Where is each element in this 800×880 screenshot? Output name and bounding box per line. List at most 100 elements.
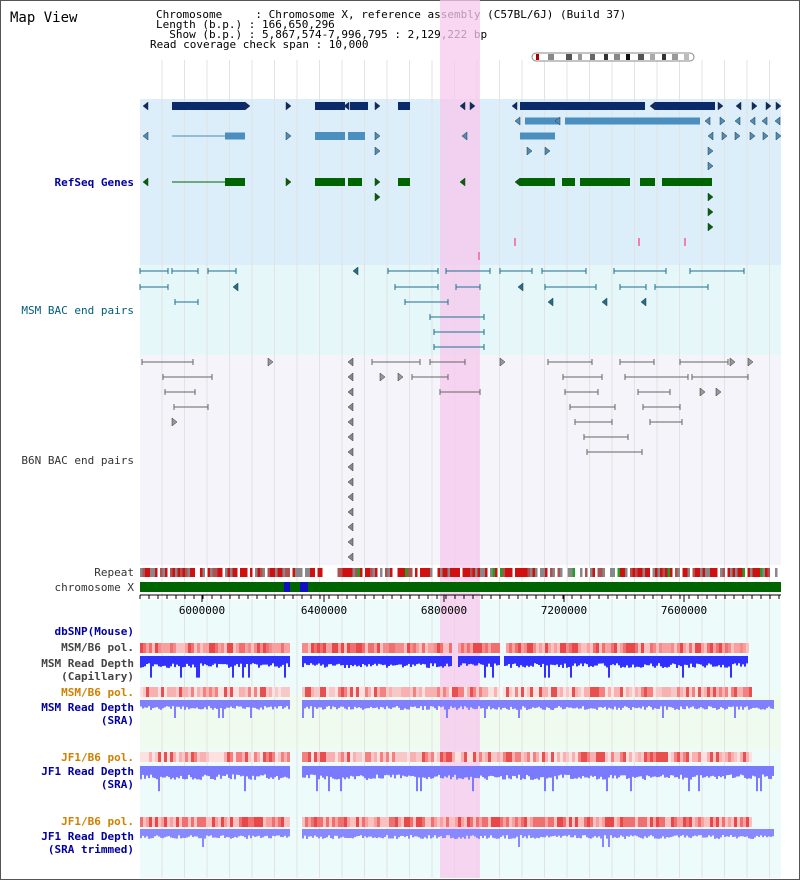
b6n-bac-end-pairs-label[interactable]: B6N BAC end pairs: [21, 454, 134, 467]
read-depth-bar: [350, 656, 352, 666]
read-depth-bar: [766, 829, 768, 838]
msm-bac-end-pairs-label[interactable]: MSM BAC end pairs: [21, 304, 134, 317]
polymorphism-cell: [590, 752, 593, 762]
read-depth-bar: [378, 766, 380, 779]
repeat-block: [200, 568, 203, 577]
read-depth-bar: [580, 700, 582, 709]
polymorphism-cell: [257, 817, 260, 827]
read-depth-bar: [588, 656, 590, 667]
gene-block: [225, 132, 245, 140]
read-depth-bar: [606, 700, 608, 710]
read-depth-bar: [492, 829, 494, 838]
polymorphism-cell: [644, 687, 647, 697]
polymorphism-cell: [704, 817, 707, 827]
gene-arrow: [374, 146, 381, 156]
view-title: Map View: [10, 10, 78, 26]
gene-arrow: [499, 357, 506, 367]
polymorphism-cell: [461, 687, 464, 697]
read-depth-bar: [380, 829, 382, 838]
gene-arrow: [734, 131, 741, 141]
read-depth-bar: [398, 656, 400, 665]
read-depth-bar: [576, 700, 578, 708]
polymorphism-cell: [233, 752, 236, 762]
polymorphism-cell: [191, 752, 194, 762]
polymorphism-cell: [521, 817, 524, 827]
read-depth-bar: [228, 766, 230, 778]
polymorphism-cell: [344, 817, 347, 827]
polymorphism-cell: [566, 752, 569, 762]
polymorphism-cell: [527, 817, 530, 827]
read-depth-bar: [446, 656, 448, 664]
read-depth-bar: [252, 829, 254, 836]
polymorphism-cell: [230, 817, 233, 827]
read-depth-bar: [402, 700, 404, 710]
read-depth-bar: [612, 829, 614, 838]
polymorphism-cell: [416, 752, 419, 762]
read-depth-bar: [164, 829, 166, 838]
polymorphism-cell: [149, 687, 152, 697]
repeat-block: [607, 568, 610, 577]
read-depth-bar: [546, 656, 548, 666]
polymorphism-cell: [713, 817, 716, 827]
gene-block: [315, 132, 345, 140]
read-depth-bar: [680, 829, 682, 836]
polymorphism-cell: [596, 643, 599, 653]
polymorphism-cell: [167, 687, 170, 697]
repeat-block: [597, 568, 600, 577]
read-depth-bar: [218, 700, 220, 718]
read-depth-bar: [696, 766, 698, 776]
polymorphism-cell: [716, 687, 719, 697]
read-depth-bar: [748, 829, 750, 839]
read-depth-bar: [218, 656, 220, 664]
msm-pol-label-2: MSM/B6 pol.: [61, 686, 134, 699]
read-depth-bar: [710, 766, 712, 777]
gene-block: [315, 178, 345, 186]
polymorphism-cell: [155, 687, 158, 697]
dbsnp-label[interactable]: dbSNP(Mouse): [54, 625, 134, 638]
polymorphism-cell: [419, 817, 422, 827]
read-depth-bar: [708, 656, 710, 664]
refseq-genes-label[interactable]: RefSeq Genes: [54, 176, 134, 189]
polymorphism-cell: [488, 817, 491, 827]
repeat-block: [665, 568, 668, 577]
read-depth-bar: [764, 829, 766, 836]
polymorphism-cell: [632, 752, 635, 762]
polymorphism-cell: [284, 643, 287, 653]
read-depth-bar: [732, 829, 734, 837]
read-depth-bar: [752, 700, 754, 708]
polymorphism-cell: [194, 752, 197, 762]
read-depth-bar: [250, 700, 252, 718]
read-depth-bar: [258, 700, 260, 710]
read-depth-bar: [338, 766, 340, 779]
polymorphism-cell: [515, 752, 518, 762]
polymorphism-cell: [743, 752, 746, 762]
read-depth-bar: [702, 766, 704, 778]
polymorphism-cell: [401, 817, 404, 827]
polymorphism-cell: [434, 687, 437, 697]
read-depth-bar: [514, 700, 516, 709]
read-depth-bar: [704, 766, 706, 778]
polymorphism-cell: [359, 817, 362, 827]
read-depth-bar: [534, 700, 536, 709]
polymorphism-cell: [719, 643, 722, 653]
read-depth-bar: [670, 700, 672, 708]
read-depth-bar: [382, 766, 384, 779]
repeat-block: [700, 568, 703, 577]
polymorphism-cell: [593, 687, 596, 697]
polymorphism-cell: [383, 643, 386, 653]
read-depth-bar: [238, 766, 240, 776]
polymorphism-cell: [365, 752, 368, 762]
repeat-block: [205, 568, 208, 577]
read-depth-bar: [218, 766, 220, 775]
read-depth-bar: [178, 700, 180, 707]
read-depth-bar: [340, 829, 342, 838]
read-depth-bar: [482, 656, 484, 665]
jf1-pol-label-2: JF1/B6 pol.: [61, 815, 134, 828]
polymorphism-cell: [302, 752, 305, 762]
read-depth-bar: [186, 829, 188, 838]
polymorphism-cell: [638, 687, 641, 697]
gene-arrow: [707, 146, 714, 156]
polymorphism-cell: [443, 817, 446, 827]
repeat-block: [515, 568, 518, 577]
